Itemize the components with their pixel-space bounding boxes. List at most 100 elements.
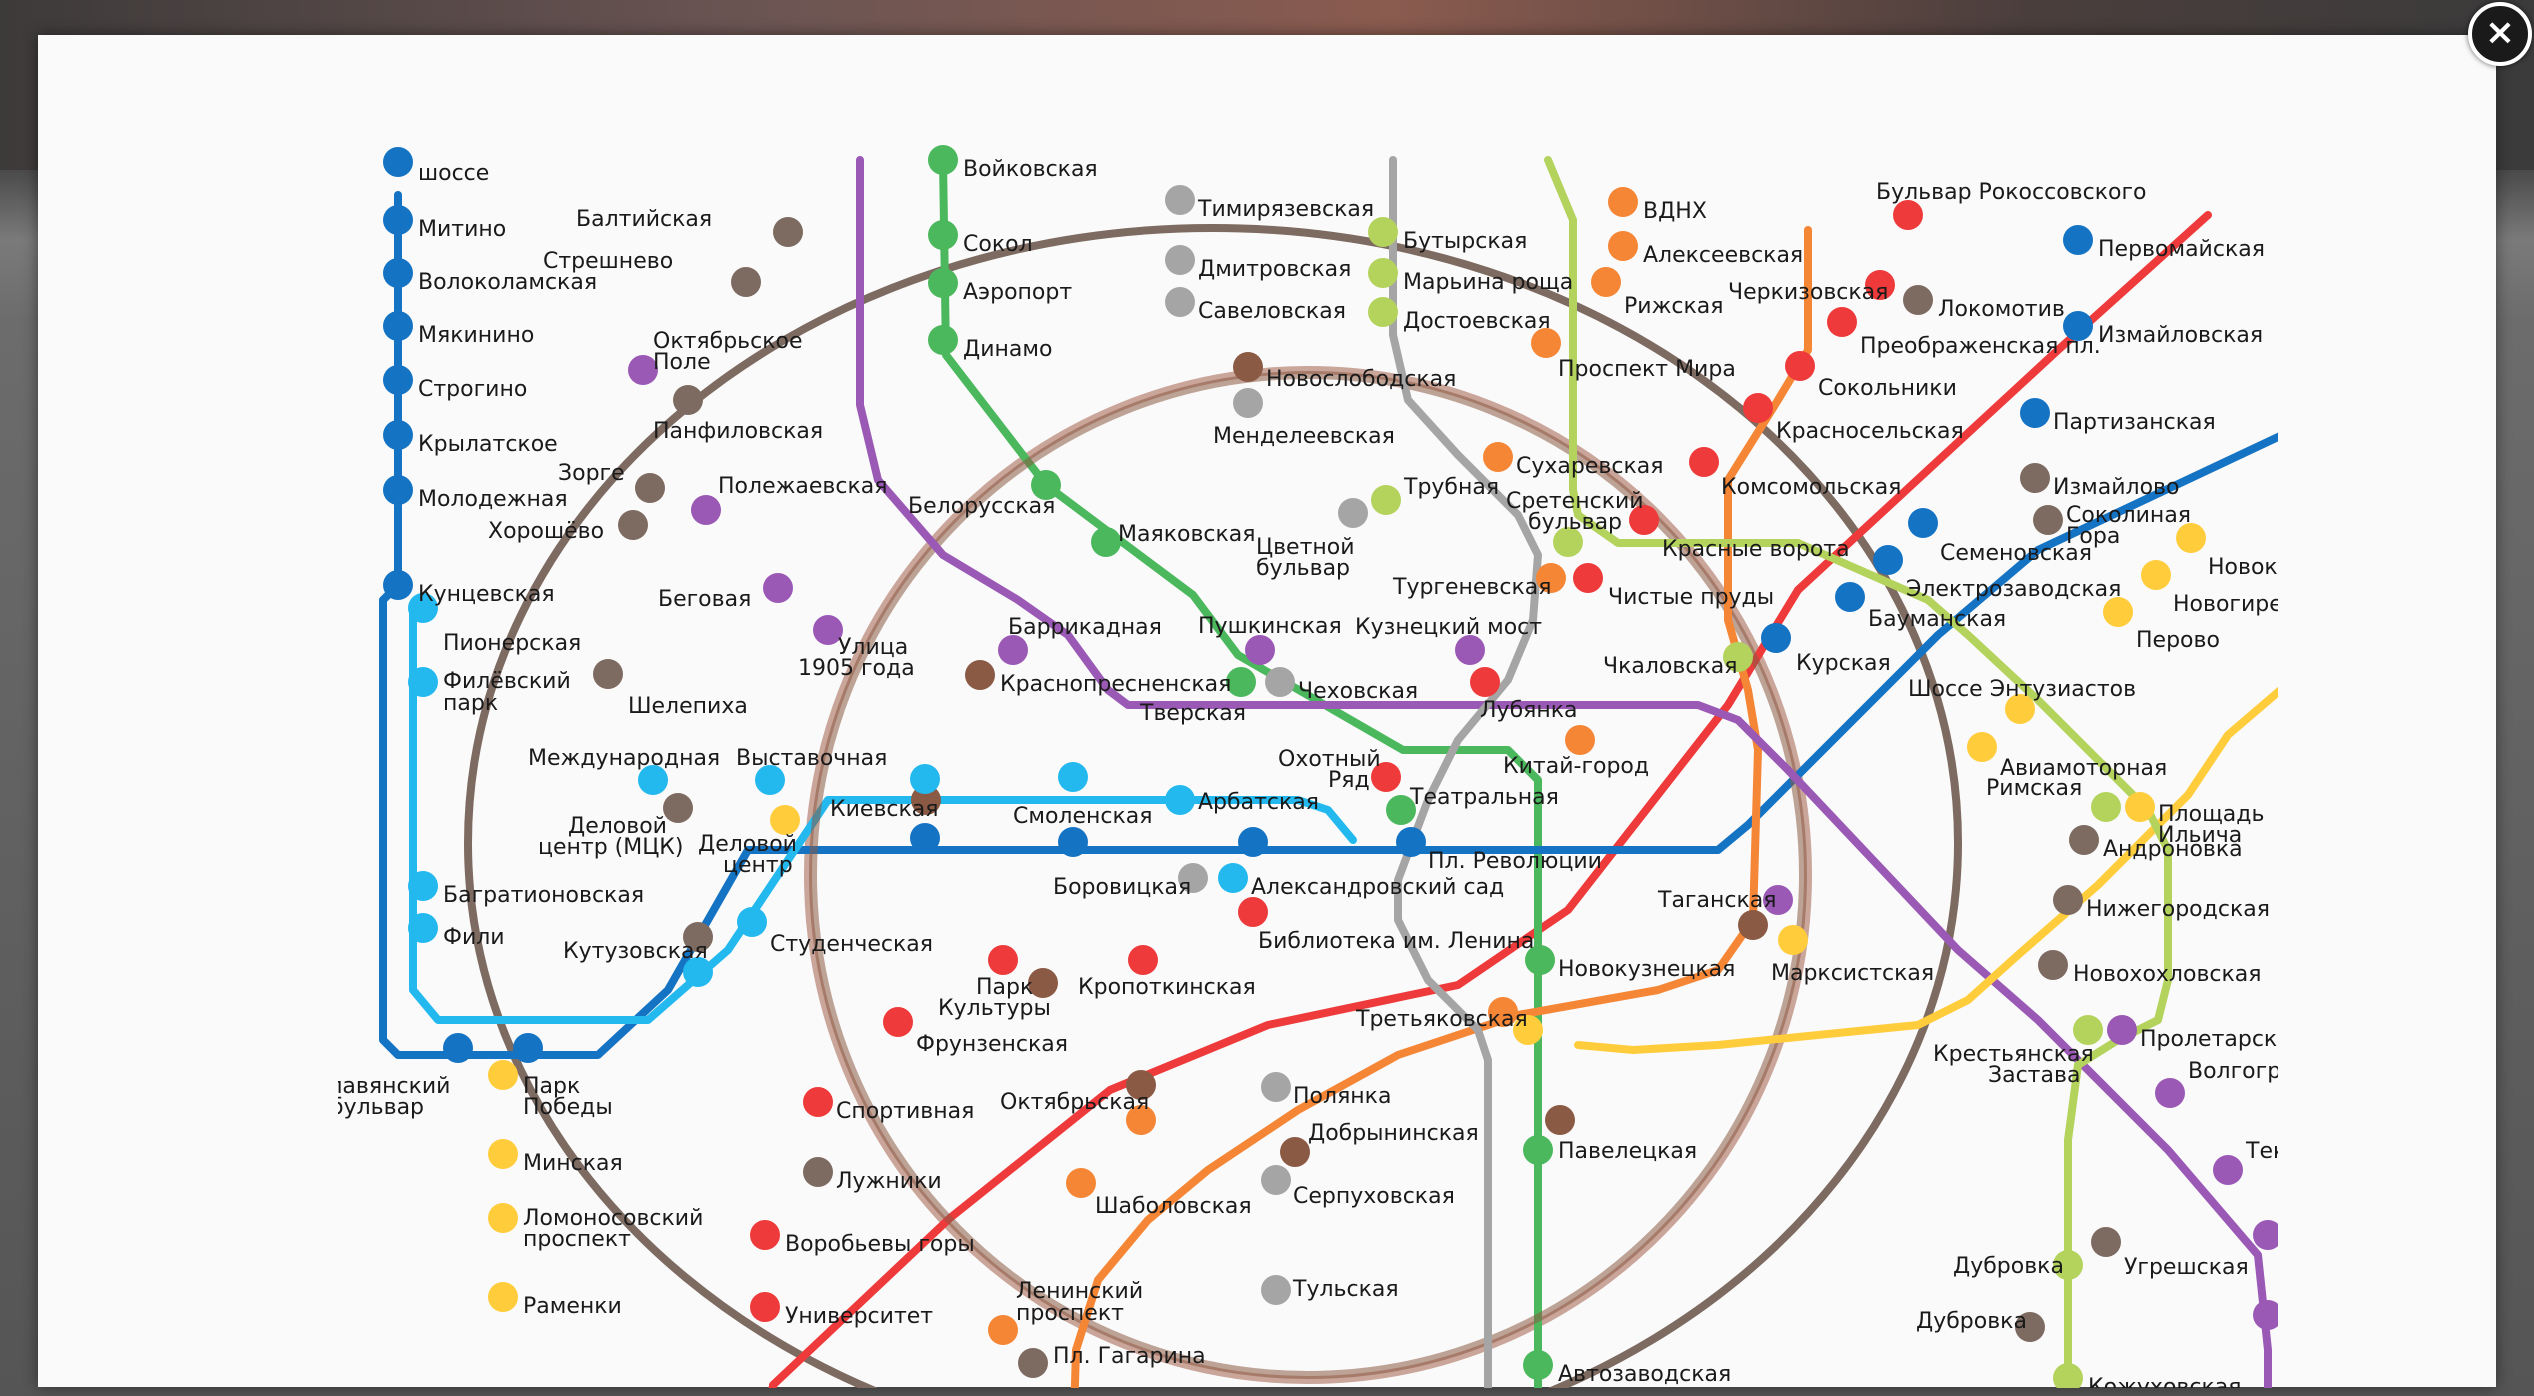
station-label[interactable]: Марксистская <box>1771 961 1934 986</box>
station-marker[interactable] <box>1280 1137 1310 1167</box>
station-marker[interactable] <box>1058 827 1088 857</box>
station-label[interactable]: центр <box>723 853 793 878</box>
station-marker[interactable] <box>1608 231 1638 261</box>
station-marker[interactable] <box>1763 885 1793 915</box>
station-marker[interactable] <box>1743 393 1773 423</box>
station-marker[interactable] <box>1483 442 1513 472</box>
station-label[interactable]: Пролетарская <box>2140 1027 2278 1052</box>
station-label[interactable]: Добрынинская <box>1308 1121 1479 1146</box>
station-marker[interactable] <box>1018 1348 1048 1378</box>
station-marker[interactable] <box>488 1060 518 1090</box>
station-marker[interactable] <box>2033 505 2063 535</box>
station-marker[interactable] <box>408 593 438 623</box>
station-marker[interactable] <box>1368 297 1398 327</box>
station-label[interactable]: Динамо <box>963 337 1052 362</box>
station-label[interactable]: Ильича <box>2158 823 2242 848</box>
station-label[interactable]: Волгоградский проспект <box>2188 1059 2278 1084</box>
station-label[interactable]: Крылатское <box>418 432 558 457</box>
station-marker[interactable] <box>1371 485 1401 515</box>
station-marker[interactable] <box>1967 732 1997 762</box>
station-label[interactable]: Войковская <box>963 157 1098 182</box>
station-marker[interactable] <box>1785 351 1815 381</box>
station-label[interactable]: Дмитровская <box>1198 257 1351 282</box>
station-marker[interactable] <box>2107 1015 2137 1045</box>
station-marker[interactable] <box>513 1033 543 1063</box>
station-marker[interactable] <box>1689 447 1719 477</box>
station-marker[interactable] <box>488 1203 518 1233</box>
station-label[interactable]: Белорусская <box>908 494 1055 519</box>
station-label[interactable]: Ленинский <box>1016 1279 1143 1304</box>
station-label[interactable]: Маяковская <box>1118 522 1256 547</box>
station-label[interactable]: Римская <box>1986 776 2082 801</box>
station-label[interactable]: Поле <box>653 350 711 375</box>
station-label[interactable]: Деловой <box>698 832 797 857</box>
station-marker[interactable] <box>2141 560 2171 590</box>
station-marker[interactable] <box>1233 388 1263 418</box>
station-label[interactable]: Кожуховская <box>2088 1375 2241 1388</box>
station-marker[interactable] <box>1523 1135 1553 1165</box>
station-label[interactable]: Ряд <box>1328 768 1370 793</box>
station-label[interactable]: Улица <box>838 635 908 660</box>
station-label[interactable]: Измайловская <box>2098 323 2263 348</box>
metro-map-viewport[interactable]: шоссе Митино Волоколамская Мякинино Строгино… <box>338 100 2278 1388</box>
station-marker[interactable] <box>1371 762 1401 792</box>
station-marker[interactable] <box>1126 1070 1156 1100</box>
station-marker[interactable] <box>383 365 413 395</box>
station-marker[interactable] <box>383 311 413 341</box>
station-marker[interactable] <box>883 1007 913 1037</box>
station-marker[interactable] <box>988 1315 1018 1345</box>
station-label[interactable]: Трубная <box>1403 475 1499 500</box>
station-marker[interactable] <box>1513 1015 1543 1045</box>
station-marker[interactable] <box>408 871 438 901</box>
station-marker[interactable] <box>2253 1300 2278 1330</box>
station-label[interactable]: Таганская <box>1657 888 1776 913</box>
station-label[interactable]: Шоссе Энтузиастов <box>1908 677 2136 702</box>
station-label[interactable]: Пушкинская <box>1198 614 1342 639</box>
station-label[interactable]: Андроновка <box>2103 837 2243 862</box>
station-label[interactable]: Аэропорт <box>963 280 1072 305</box>
station-marker[interactable] <box>1893 200 1923 230</box>
station-marker[interactable] <box>2063 225 2093 255</box>
station-label[interactable]: Октябрьское <box>653 329 803 354</box>
station-label[interactable]: Соколиная <box>2066 503 2191 528</box>
station-marker[interactable] <box>2091 792 2121 822</box>
station-label[interactable]: Арбатская <box>1198 790 1319 815</box>
station-label[interactable]: Нижегородская <box>2086 897 2270 922</box>
station-marker[interactable] <box>1218 863 1248 893</box>
station-marker[interactable] <box>1165 287 1195 317</box>
station-label[interactable]: Гора <box>2066 524 2120 549</box>
station-label[interactable]: Парк <box>976 975 1033 1000</box>
station-marker[interactable] <box>1128 945 1158 975</box>
station-marker[interactable] <box>2073 1015 2103 1045</box>
station-label[interactable]: Полянка <box>1293 1084 1391 1109</box>
station-label[interactable]: Митино <box>418 217 506 242</box>
station-marker[interactable] <box>1058 762 1088 792</box>
station-label[interactable]: Полежаевская <box>718 474 888 499</box>
station-label[interactable]: Молодежная <box>418 487 568 512</box>
station-label[interactable]: Партизанская <box>2053 410 2216 435</box>
station-label[interactable]: Серпуховская <box>1293 1184 1455 1209</box>
station-marker[interactable] <box>2038 950 2068 980</box>
station-label[interactable]: Кузнецкий мост <box>1355 615 1542 640</box>
station-label[interactable]: Минская <box>523 1151 623 1176</box>
station-label[interactable]: Площадь <box>2158 802 2264 827</box>
station-marker[interactable] <box>1553 527 1583 557</box>
station-marker[interactable] <box>1470 667 1500 697</box>
station-marker[interactable] <box>1261 1275 1291 1305</box>
station-marker[interactable] <box>2053 885 2083 915</box>
station-marker[interactable] <box>803 1157 833 1187</box>
station-marker[interactable] <box>383 205 413 235</box>
station-label[interactable]: Фрунзенская <box>916 1032 1068 1057</box>
station-marker[interactable] <box>1903 285 1933 315</box>
station-label[interactable]: Павелецкая <box>1558 1139 1697 1164</box>
station-marker[interactable] <box>691 495 721 525</box>
station-label[interactable]: Кунцевская <box>418 582 555 607</box>
station-label[interactable]: Раменки <box>523 1294 622 1319</box>
station-marker[interactable] <box>383 147 413 177</box>
station-label[interactable]: Савеловская <box>1198 299 1346 324</box>
station-marker[interactable] <box>998 635 1028 665</box>
station-marker[interactable] <box>1238 827 1268 857</box>
station-label[interactable]: Бульвар Рокоссовского <box>1876 180 2147 205</box>
station-marker[interactable] <box>1028 968 1058 998</box>
station-label[interactable]: Угрешская <box>2124 1255 2249 1280</box>
